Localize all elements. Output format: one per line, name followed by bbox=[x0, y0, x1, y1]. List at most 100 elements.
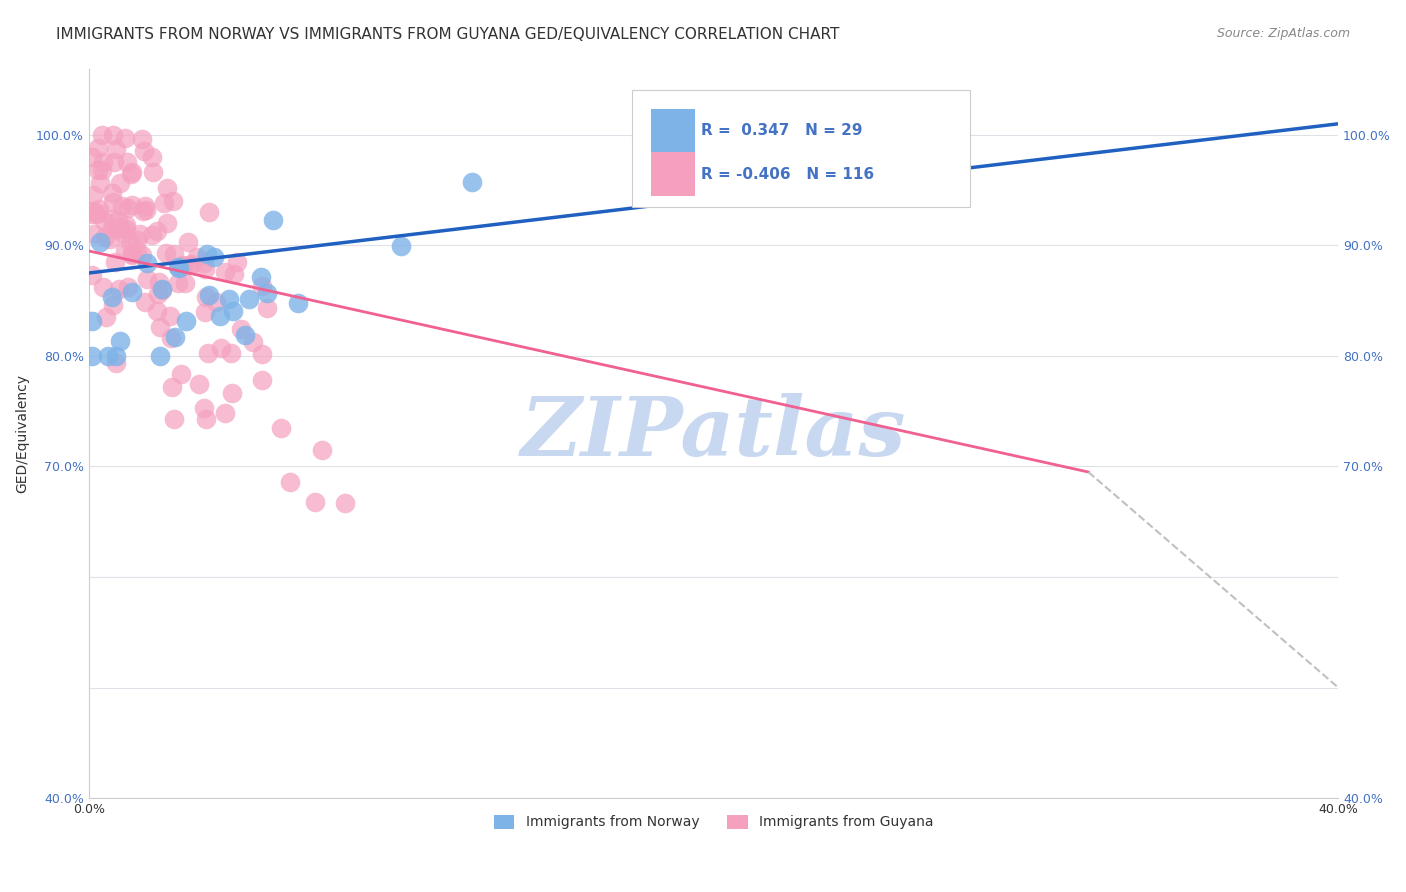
Legend: Immigrants from Norway, Immigrants from Guyana: Immigrants from Norway, Immigrants from … bbox=[488, 809, 939, 835]
Point bbox=[134, 294, 156, 309]
Point bbox=[170, 258, 193, 272]
Point bbox=[177, 235, 200, 249]
Point bbox=[202, 250, 225, 264]
Point bbox=[131, 132, 153, 146]
Point bbox=[136, 256, 159, 270]
Text: R =  0.347   N = 29: R = 0.347 N = 29 bbox=[702, 123, 862, 138]
Point bbox=[87, 163, 110, 178]
Point bbox=[159, 309, 181, 323]
Point bbox=[93, 214, 115, 228]
Point bbox=[335, 496, 357, 510]
Point bbox=[121, 164, 143, 178]
Point bbox=[83, 227, 105, 242]
Point bbox=[82, 188, 104, 202]
Point bbox=[94, 230, 117, 244]
Point bbox=[131, 248, 153, 262]
Point bbox=[129, 227, 152, 241]
Point bbox=[195, 246, 218, 260]
FancyBboxPatch shape bbox=[651, 109, 695, 153]
Point bbox=[117, 201, 139, 215]
Point bbox=[89, 176, 111, 190]
Point bbox=[101, 128, 124, 142]
Point bbox=[108, 176, 131, 190]
Y-axis label: GED/Equivalency: GED/Equivalency bbox=[15, 374, 30, 492]
Point bbox=[91, 128, 114, 142]
Point bbox=[121, 198, 143, 212]
Point bbox=[107, 213, 129, 227]
Point bbox=[166, 277, 188, 291]
Point bbox=[219, 346, 242, 360]
Point bbox=[148, 275, 170, 289]
Point bbox=[86, 141, 108, 155]
Point bbox=[135, 202, 157, 217]
Point bbox=[80, 149, 103, 163]
Point bbox=[110, 334, 132, 348]
Point bbox=[121, 247, 143, 261]
Point bbox=[163, 330, 186, 344]
Point bbox=[176, 314, 198, 328]
Point bbox=[117, 280, 139, 294]
Point bbox=[209, 341, 232, 355]
Point bbox=[169, 367, 191, 381]
Point bbox=[80, 314, 103, 328]
Point bbox=[115, 222, 138, 236]
Point bbox=[177, 258, 200, 272]
Point bbox=[134, 145, 156, 159]
Point bbox=[134, 199, 156, 213]
Point bbox=[229, 322, 252, 336]
Point bbox=[91, 280, 114, 294]
Point bbox=[270, 421, 292, 435]
Text: Source: ZipAtlas.com: Source: ZipAtlas.com bbox=[1216, 27, 1350, 40]
Point bbox=[100, 186, 122, 200]
Point bbox=[141, 227, 163, 242]
Point bbox=[115, 155, 138, 169]
Point bbox=[104, 255, 127, 269]
Point bbox=[155, 246, 177, 260]
Point bbox=[100, 221, 122, 235]
Point bbox=[89, 235, 111, 249]
Point bbox=[149, 349, 172, 363]
Point bbox=[280, 475, 302, 490]
FancyBboxPatch shape bbox=[633, 90, 970, 207]
Point bbox=[186, 250, 208, 264]
Point bbox=[80, 268, 103, 282]
Point bbox=[198, 204, 221, 219]
Point bbox=[198, 287, 221, 301]
Point bbox=[250, 347, 273, 361]
FancyBboxPatch shape bbox=[651, 153, 695, 196]
Point bbox=[125, 233, 148, 247]
Point bbox=[214, 264, 236, 278]
Point bbox=[304, 495, 326, 509]
Point bbox=[194, 262, 217, 277]
Point bbox=[173, 259, 195, 273]
Point bbox=[114, 244, 136, 258]
Point bbox=[104, 356, 127, 370]
Point bbox=[222, 304, 245, 318]
Point bbox=[149, 320, 172, 334]
Point bbox=[107, 282, 129, 296]
Point bbox=[97, 349, 120, 363]
Point bbox=[146, 224, 169, 238]
Point bbox=[111, 226, 134, 240]
Point bbox=[155, 181, 177, 195]
Point bbox=[389, 239, 412, 253]
Point bbox=[162, 380, 184, 394]
Point bbox=[150, 284, 173, 298]
Point bbox=[162, 412, 184, 426]
Point bbox=[84, 207, 107, 221]
Point bbox=[115, 218, 138, 232]
Point bbox=[238, 292, 260, 306]
Point bbox=[256, 301, 278, 315]
Point bbox=[287, 295, 309, 310]
Point bbox=[91, 154, 114, 169]
Point bbox=[311, 442, 333, 457]
Point bbox=[110, 220, 132, 235]
Point bbox=[242, 335, 264, 350]
Point bbox=[87, 205, 110, 219]
Point bbox=[101, 195, 124, 210]
Point bbox=[120, 167, 142, 181]
Point bbox=[262, 212, 284, 227]
Point bbox=[167, 260, 190, 275]
Point bbox=[222, 268, 245, 282]
Point bbox=[218, 292, 240, 306]
